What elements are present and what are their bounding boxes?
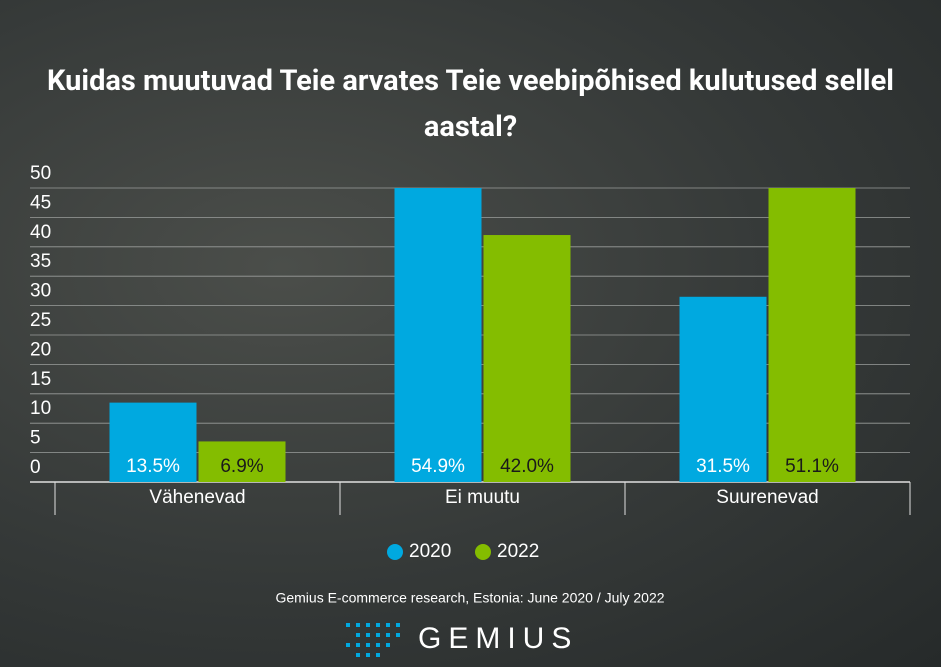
y-tick-label: 50: [30, 163, 51, 184]
bar: [483, 235, 571, 482]
bar: [109, 402, 197, 482]
y-tick-label: 25: [30, 310, 51, 331]
bar: [198, 441, 286, 482]
y-tick-label: 45: [30, 192, 51, 213]
legend-swatch: [475, 544, 491, 560]
logo-dots: [346, 623, 400, 657]
y-tick-label: 5: [30, 428, 41, 449]
legend-label: 2022: [497, 541, 539, 562]
value-label: 51.1%: [785, 456, 839, 477]
value-label: 54.9%: [411, 456, 465, 477]
bar: [679, 296, 767, 482]
y-tick-label: 30: [30, 281, 51, 302]
x-tick-label: Suurenevad: [716, 487, 818, 508]
y-tick-label: 15: [30, 369, 51, 390]
bar: [768, 188, 856, 482]
x-tick-label: Vähenevad: [149, 487, 245, 508]
y-tick-label: 35: [30, 251, 51, 272]
logo: GEMIUS: [418, 622, 578, 655]
y-tick-label: 20: [30, 339, 51, 360]
x-tick-label: Ei muutu: [445, 487, 520, 508]
legend-label: 2020: [409, 541, 451, 562]
value-label: 13.5%: [126, 456, 180, 477]
y-tick-label: 40: [30, 222, 51, 243]
source: Gemius E-commerce research, Estonia: Jun…: [275, 590, 664, 606]
chart-title: Kuidas muutuvad Teie arvates Teie veebip…: [47, 64, 894, 144]
y-tick-label: 0: [30, 457, 41, 478]
plot-area: [109, 188, 856, 482]
bar: [394, 188, 482, 482]
value-label: 42.0%: [500, 456, 554, 477]
value-label: 31.5%: [696, 456, 750, 477]
value-label: 6.9%: [220, 456, 263, 477]
y-tick-label: 10: [30, 398, 51, 419]
legend-swatch: [387, 544, 403, 560]
